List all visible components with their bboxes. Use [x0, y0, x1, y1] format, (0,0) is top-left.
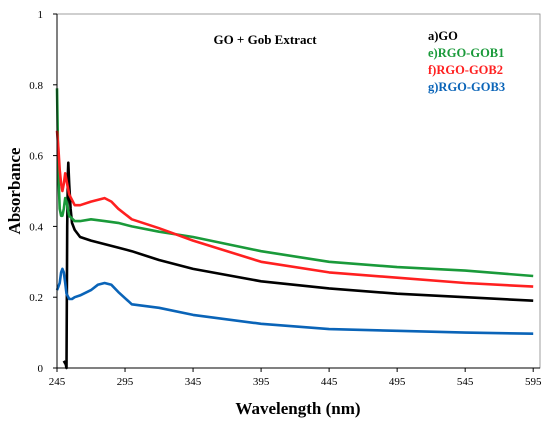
legend-entry-rgo-gob1: e)RGO-GOB1 [428, 46, 504, 60]
x-tick-label: 545 [457, 376, 474, 388]
x-tick-label: 395 [253, 376, 270, 388]
chart-title: GO + Gob Extract [213, 32, 317, 47]
legend-entry-go: a)GO [428, 29, 458, 43]
legend-entry-rgo-gob2: f)RGO-GOB2 [428, 63, 503, 77]
x-tick-label: 495 [389, 376, 406, 388]
x-tick-label: 245 [49, 376, 66, 388]
series-line-2 [55, 88, 534, 278]
x-tick-label: 445 [321, 376, 338, 388]
y-tick-label: 0.8 [29, 80, 43, 92]
legend: a)GO e)RGO-GOB1 f)RGO-GOB2 g)RGO-GOB3 [428, 29, 505, 94]
series-layer [55, 88, 534, 370]
series-line-4 [55, 267, 534, 335]
y-tick-label: 0.6 [29, 151, 43, 163]
series-line-3 [55, 130, 534, 288]
x-tick-label: 295 [117, 376, 134, 388]
y-axis-title: Absorbance [5, 147, 24, 234]
series-line-1 [62, 161, 534, 370]
y-tick-label: 1 [38, 9, 44, 21]
x-tick-label: 595 [525, 376, 542, 388]
x-axis-title: Wavelength (nm) [235, 399, 360, 418]
y-tick-label: 0.4 [29, 221, 43, 233]
tick-layer: 245 295 345 395 445 495 545 595 0 0.2 0.4 0.6 0.8 1 [29, 9, 542, 388]
y-tick-label: 0.2 [29, 292, 43, 304]
y-tick-label: 0 [38, 363, 44, 375]
legend-entry-rgo-gob3: g)RGO-GOB3 [428, 80, 505, 94]
x-tick-label: 345 [185, 376, 202, 388]
